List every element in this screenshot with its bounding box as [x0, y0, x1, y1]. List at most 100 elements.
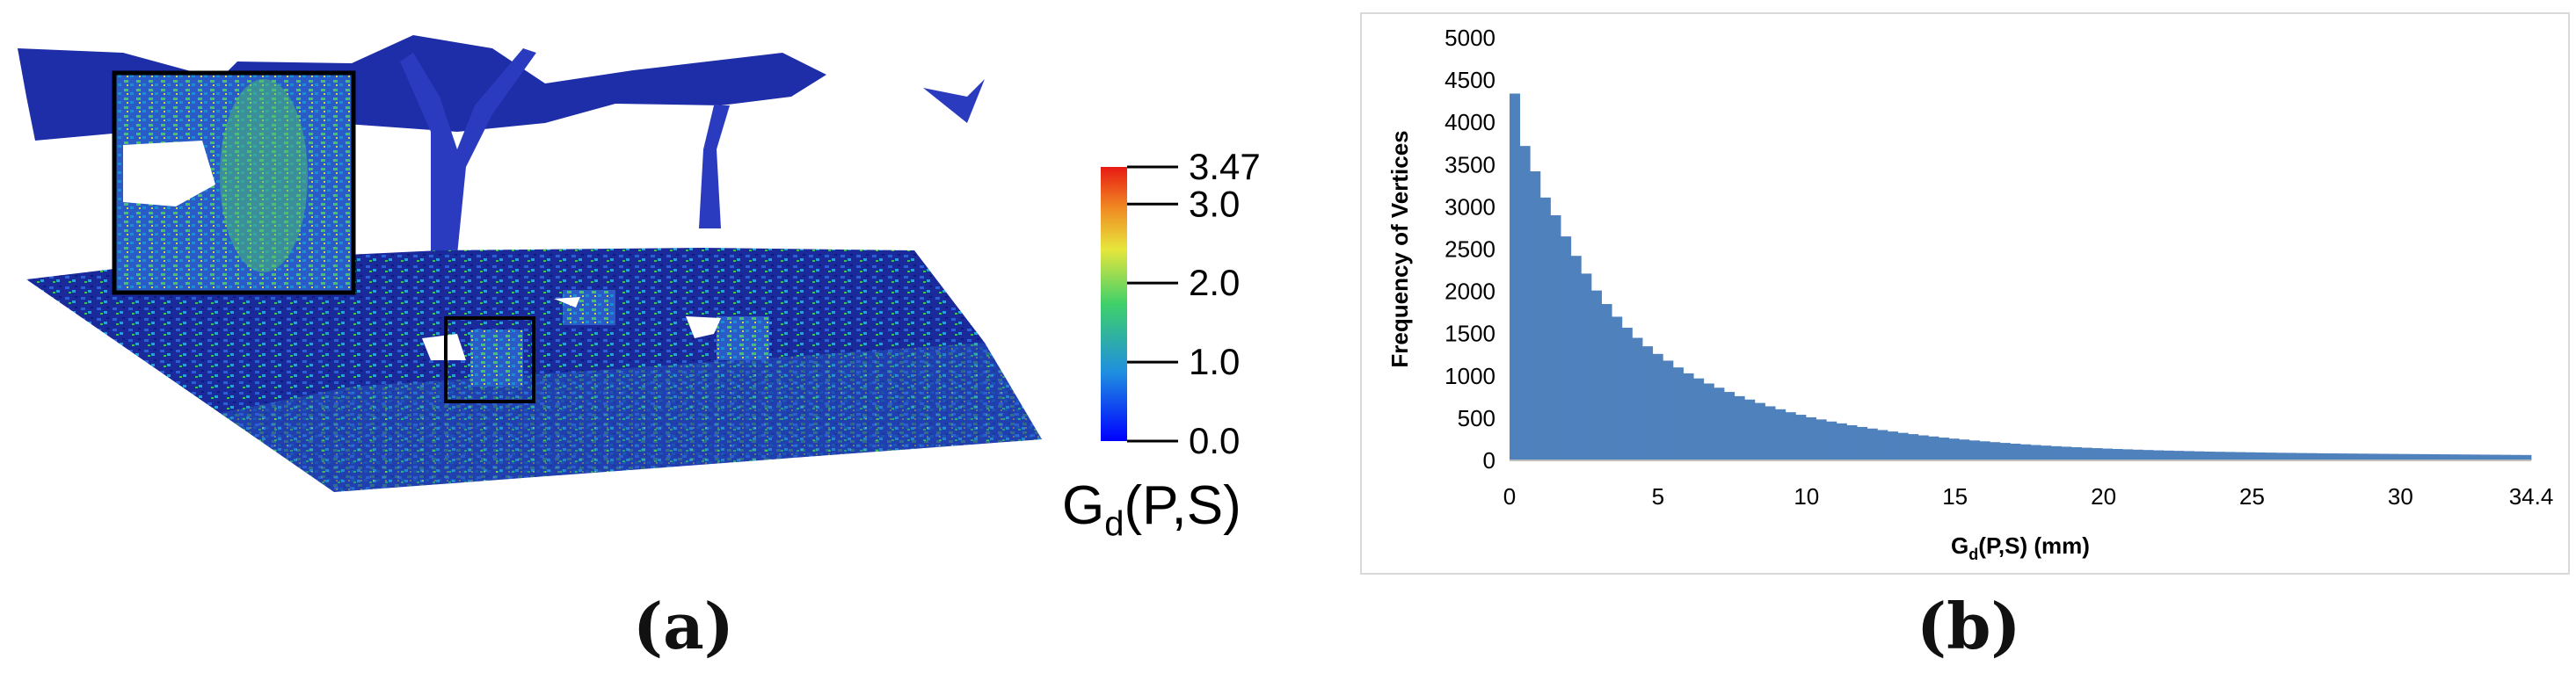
bar	[1539, 197, 1551, 460]
bar	[2235, 452, 2246, 460]
y-tick-label-4: 2000	[1444, 279, 1495, 305]
bar	[1642, 346, 1654, 460]
x-axis-label: Gd(P,S) (mm)	[1951, 532, 2090, 563]
bar	[2510, 454, 2521, 460]
x-tick-label-5: 25	[2239, 483, 2265, 510]
y-tick-label-3: 1500	[1444, 321, 1495, 347]
bar	[1846, 424, 1858, 460]
selection-box	[444, 316, 535, 403]
bar	[1785, 412, 1796, 460]
ground-objects	[422, 290, 769, 387]
bar	[1836, 423, 1847, 460]
bar	[1990, 442, 2001, 460]
bar	[1601, 304, 1612, 460]
bar	[2408, 453, 2420, 460]
bar	[1561, 236, 1572, 460]
bar	[2092, 448, 2103, 460]
bar	[1908, 434, 1919, 460]
bar	[1754, 402, 1765, 460]
bar	[2296, 452, 2307, 460]
bar	[1968, 440, 1980, 460]
bar	[1693, 378, 1705, 460]
bar	[1590, 290, 1602, 460]
bar	[1897, 432, 1909, 460]
bar	[2479, 454, 2491, 460]
bar	[1724, 392, 1736, 460]
bar	[1795, 415, 1807, 460]
bar	[2173, 451, 2185, 460]
bar	[1612, 316, 1623, 460]
bar	[2326, 453, 2338, 460]
bar	[1999, 443, 2011, 460]
bar	[1959, 439, 1970, 460]
bar	[1530, 170, 1541, 460]
bar	[1519, 146, 1531, 461]
bar	[2306, 452, 2318, 460]
y-tick-label-0: 0	[1483, 447, 1495, 474]
bar	[2500, 454, 2512, 460]
bar	[2347, 453, 2358, 460]
bar	[1510, 93, 1521, 460]
bar	[1581, 273, 1592, 460]
bar	[1887, 431, 1898, 460]
x-tick-label-4: 20	[2091, 483, 2116, 510]
y-tick-label-6: 3000	[1444, 193, 1495, 220]
bar	[1683, 373, 1694, 460]
bar	[1621, 327, 1633, 460]
bar	[2459, 454, 2470, 460]
bar	[1939, 438, 1950, 460]
x-tick-label-3: 15	[1942, 483, 1968, 510]
bar	[1672, 367, 1684, 460]
colorbar: 3.473.0 2.0 1.0 0.0	[1101, 146, 1261, 461]
bar	[2286, 452, 2297, 460]
bar	[1550, 215, 1561, 460]
bar	[1570, 256, 1582, 460]
y-tick-label-2: 1000	[1444, 363, 1495, 389]
panel-a-scene: 3.473.0 2.0 1.0 0.0	[18, 35, 1261, 492]
bar	[1857, 426, 1868, 460]
x-tick-label-1: 5	[1652, 483, 1664, 510]
bar	[1714, 387, 1725, 460]
bar	[2020, 444, 2032, 460]
bar	[2316, 452, 2327, 460]
bar	[2153, 450, 2165, 460]
bar	[1734, 395, 1745, 460]
colorbar-gradient	[1101, 167, 1127, 441]
bar	[2265, 452, 2276, 460]
bar	[2183, 451, 2194, 460]
colorbar-label: Gd(P,S)	[1062, 475, 1241, 544]
bar	[2428, 453, 2440, 460]
y-tick-label-9: 4500	[1444, 67, 1495, 93]
bar	[2010, 443, 2021, 460]
histogram-frame: 0 500 1000 1500 2000 2500 3000 3500 4000 4500 5000…	[1360, 12, 2570, 575]
bar	[1744, 399, 1756, 460]
x-tick-label-6: 30	[2388, 483, 2413, 510]
bar	[2204, 451, 2216, 460]
bar	[1948, 438, 1960, 460]
bar	[2112, 449, 2123, 460]
y-tick-label-7: 3500	[1444, 151, 1495, 177]
tree-shape	[400, 48, 985, 255]
bar	[2275, 452, 2287, 460]
bar	[1632, 337, 1643, 460]
y-tick-label-1: 500	[1458, 405, 1495, 431]
x-tick-label-0: 0	[1503, 483, 1516, 510]
bar	[2061, 446, 2072, 460]
bar	[2255, 452, 2267, 460]
bar	[2041, 445, 2052, 460]
colorbar-tick-label-4: 0.0	[1189, 420, 1240, 461]
bar	[1917, 435, 1929, 460]
bar	[2419, 453, 2430, 460]
bar	[1805, 416, 1816, 460]
bar	[2071, 446, 2083, 460]
histogram-chart: 0 500 1000 1500 2000 2500 3000 3500 4000 4500 5000…	[1386, 25, 2553, 563]
zoom-inset	[112, 70, 356, 295]
bar	[2101, 448, 2113, 460]
bar	[2357, 453, 2369, 460]
bar	[2439, 454, 2450, 460]
bar	[1877, 430, 1888, 460]
caption-a: (a)	[633, 589, 734, 663]
bar	[1765, 406, 1776, 460]
bar	[2122, 449, 2134, 460]
colorbar-tick-label-0: 3.47	[1189, 146, 1261, 187]
